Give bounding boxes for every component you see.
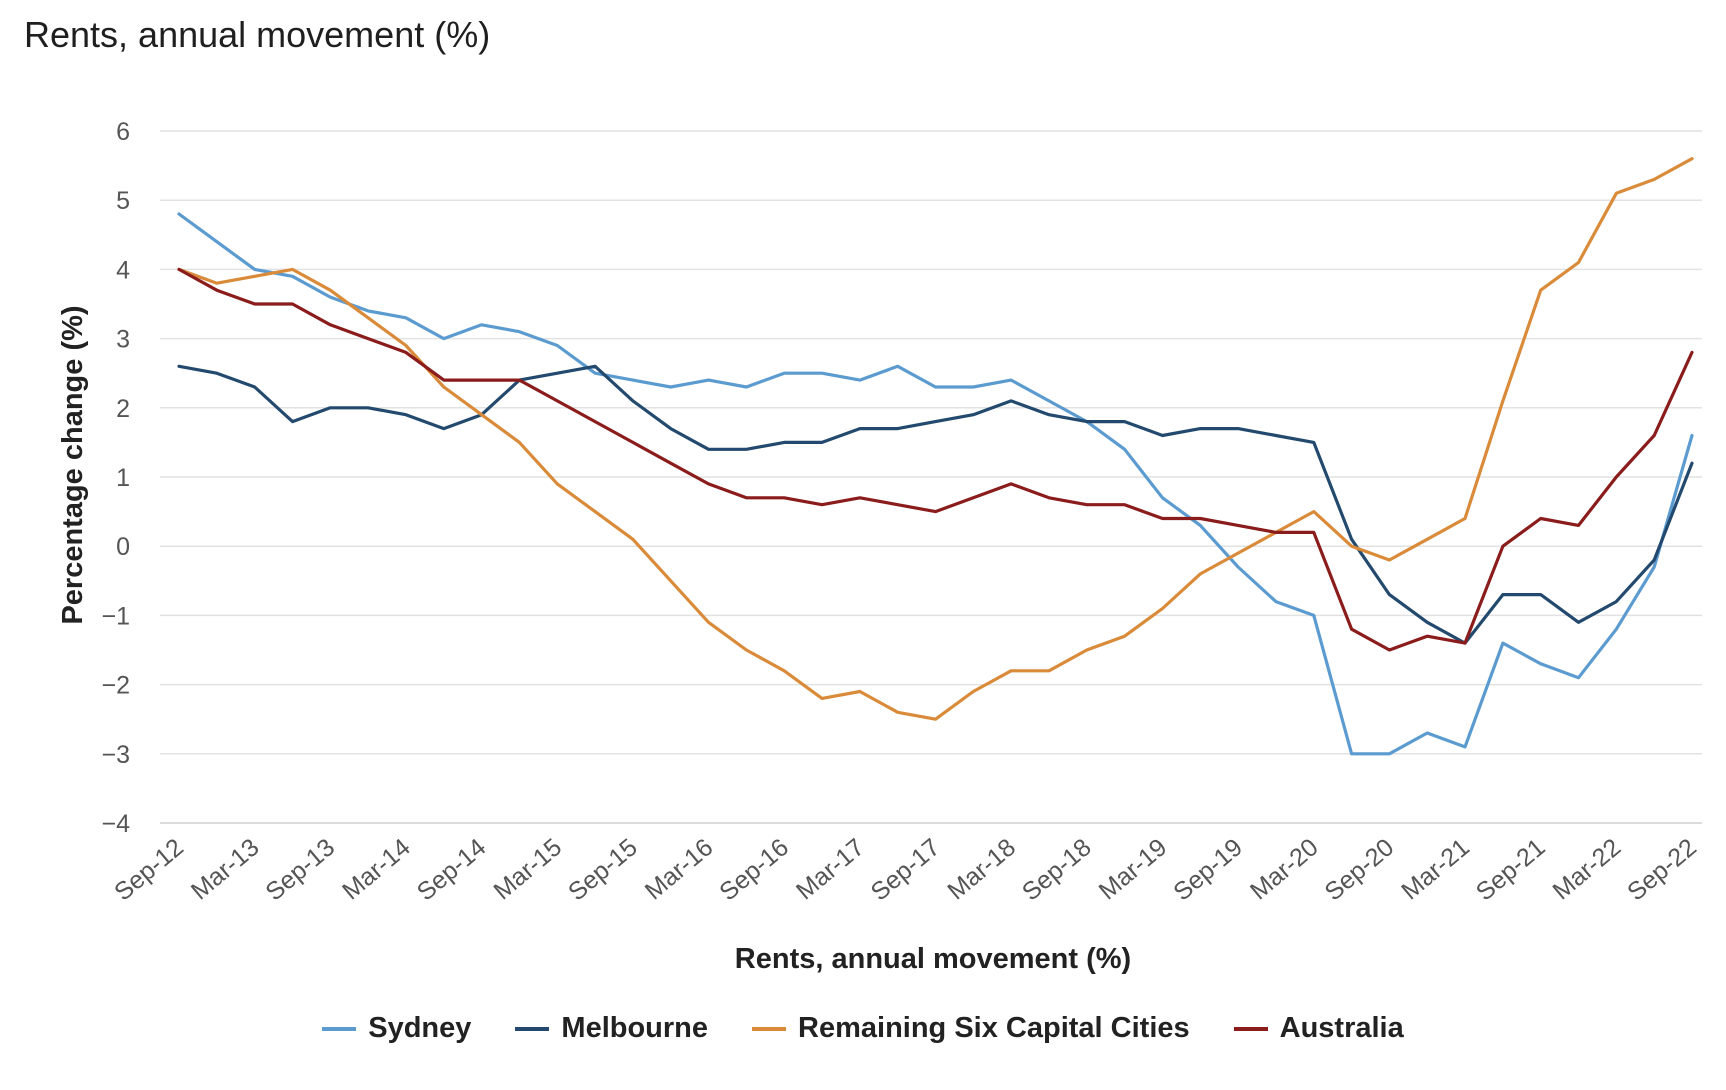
x-tick-label: Sep-13 (260, 833, 340, 906)
series-line (177, 212, 1694, 756)
y-tick-label: −2 (101, 672, 130, 700)
legend-swatch (322, 1026, 357, 1031)
x-tick-label: Sep-16 (714, 833, 794, 906)
x-tick-label: Mar-14 (337, 833, 416, 905)
legend-swatch (752, 1026, 787, 1031)
x-tick-label: Mar-13 (186, 833, 265, 905)
legend-label: Remaining Six Capital Cities (798, 1012, 1190, 1044)
y-tick-label: −4 (101, 810, 130, 838)
gridlines (160, 130, 1702, 824)
y-tick-label: 1 (116, 464, 130, 492)
x-tick-label: Mar-16 (640, 833, 719, 905)
x-tick-label: Sep-12 (109, 833, 189, 906)
y-tick-label: 6 (116, 118, 130, 146)
x-tick-label: Mar-15 (488, 833, 567, 905)
x-axis-ticks: Sep-12Mar-13Sep-13Mar-14Sep-14Mar-15Sep-… (109, 833, 1702, 906)
legend-label: Sydney (368, 1012, 472, 1044)
x-axis-label: Rents, annual movement (%) (735, 943, 1131, 975)
x-tick-label: Sep-19 (1168, 833, 1248, 906)
x-tick-label: Sep-20 (1319, 833, 1399, 906)
legend-swatch (1233, 1026, 1268, 1031)
y-tick-label: 2 (116, 395, 130, 423)
y-axis-label: Percentage change (%) (57, 305, 89, 624)
chart-title: Rents, annual movement (%) (24, 14, 491, 55)
series-line (177, 267, 1694, 652)
x-tick-label: Sep-15 (563, 833, 643, 906)
legend-item[interactable]: Australia (1233, 1012, 1404, 1045)
legend-label: Melbourne (561, 1012, 709, 1044)
x-tick-label: Mar-19 (1094, 833, 1173, 905)
x-tick-label: Sep-14 (412, 833, 492, 906)
line-chart: 6 5 4 3 2 1 0 −1 −2 −3 −4 Sep-12Mar-13Sep-13Mar-14… (57, 118, 1702, 975)
series-lines (177, 157, 1694, 756)
series-remaining-six-capital-cities (177, 157, 1694, 721)
y-tick-label: 3 (116, 326, 130, 354)
legend: Sydney Melbourne Remaining Six Capital Cit… (0, 1012, 1726, 1045)
legend-item[interactable]: Melbourne (515, 1012, 708, 1045)
y-tick-label: −1 (101, 602, 130, 630)
x-tick-label: Mar-17 (791, 833, 870, 905)
x-tick-label: Mar-20 (1245, 833, 1324, 905)
x-tick-label: Sep-18 (1017, 833, 1097, 906)
legend-item[interactable]: Remaining Six Capital Cities (752, 1012, 1190, 1045)
series-sydney (177, 212, 1694, 756)
x-tick-label: Mar-21 (1396, 833, 1475, 905)
x-tick-label: Mar-18 (942, 833, 1021, 905)
series-australia (177, 267, 1694, 652)
legend-item[interactable]: Sydney (322, 1012, 471, 1045)
y-axis-ticks: 6 5 4 3 2 1 0 −1 −2 −3 −4 (101, 118, 130, 838)
y-tick-label: 4 (116, 256, 130, 284)
x-tick-label: Mar-22 (1548, 833, 1627, 905)
y-tick-label: −3 (101, 741, 130, 769)
x-tick-label: Sep-22 (1622, 833, 1702, 906)
x-tick-label: Sep-17 (866, 833, 946, 906)
legend-label: Australia (1279, 1012, 1404, 1044)
x-tick-label: Sep-21 (1471, 833, 1551, 906)
y-tick-label: 0 (116, 533, 130, 561)
legend-swatch (515, 1026, 550, 1031)
series-line (177, 157, 1694, 721)
y-tick-label: 5 (116, 187, 130, 215)
